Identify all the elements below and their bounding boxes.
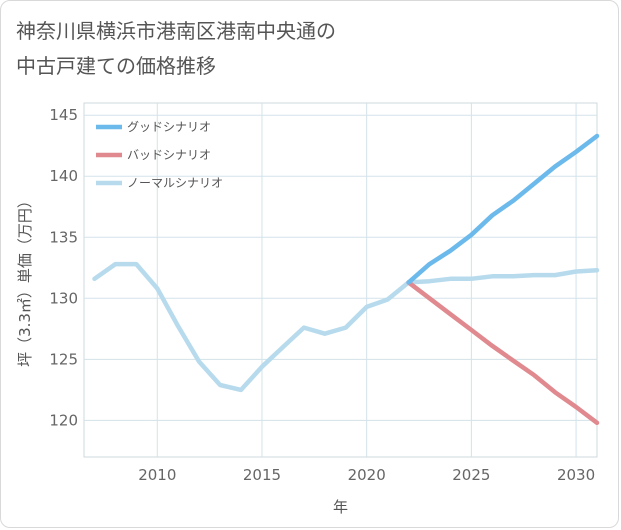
- legend-label: バッドシナリオ: [127, 148, 211, 162]
- y-tick-label: 135: [49, 228, 78, 246]
- x-tick-label: 2025: [452, 466, 490, 484]
- y-tick-label: 140: [49, 167, 78, 185]
- bad-scenario-line: [406, 280, 600, 426]
- axis-ticks: 2010 2015 2020 2025 2030 120 125 130 135 140 145: [49, 106, 595, 484]
- good-scenario-line: [406, 133, 600, 285]
- y-tick-label: 145: [49, 106, 78, 124]
- chart-title-line-2: 中古戸建ての価格推移: [16, 54, 216, 78]
- legend-item-good[interactable]: グッドシナリオ: [96, 120, 211, 134]
- legend-item-normal[interactable]: ノーマルシナリオ: [96, 176, 223, 190]
- x-axis-label: 年: [333, 498, 348, 516]
- y-tick-label: 125: [49, 350, 78, 368]
- x-tick-label: 2020: [348, 466, 386, 484]
- legend-label: ノーマルシナリオ: [127, 176, 223, 190]
- chart-title-line-1: 神奈川県横浜市港南区港南中央通の: [16, 19, 336, 43]
- normal-scenario-line: [92, 261, 600, 393]
- chart-title: 神奈川県横浜市港南区港南中央通の 中古戸建ての価格推移: [16, 14, 536, 84]
- plot-area: [83, 102, 598, 458]
- y-tick-label: 130: [49, 289, 78, 307]
- legend-label: グッドシナリオ: [127, 120, 211, 134]
- grid: [83, 102, 598, 458]
- legend-item-bad[interactable]: バッドシナリオ: [96, 148, 211, 162]
- y-tick-label: 120: [49, 411, 78, 429]
- y-axis-label: 坪（3.3㎡）単価（万円）: [16, 193, 34, 367]
- x-tick-label: 2010: [138, 466, 176, 484]
- series-lines: [92, 133, 600, 426]
- x-tick-label: 2015: [243, 466, 281, 484]
- x-tick-label: 2030: [557, 466, 595, 484]
